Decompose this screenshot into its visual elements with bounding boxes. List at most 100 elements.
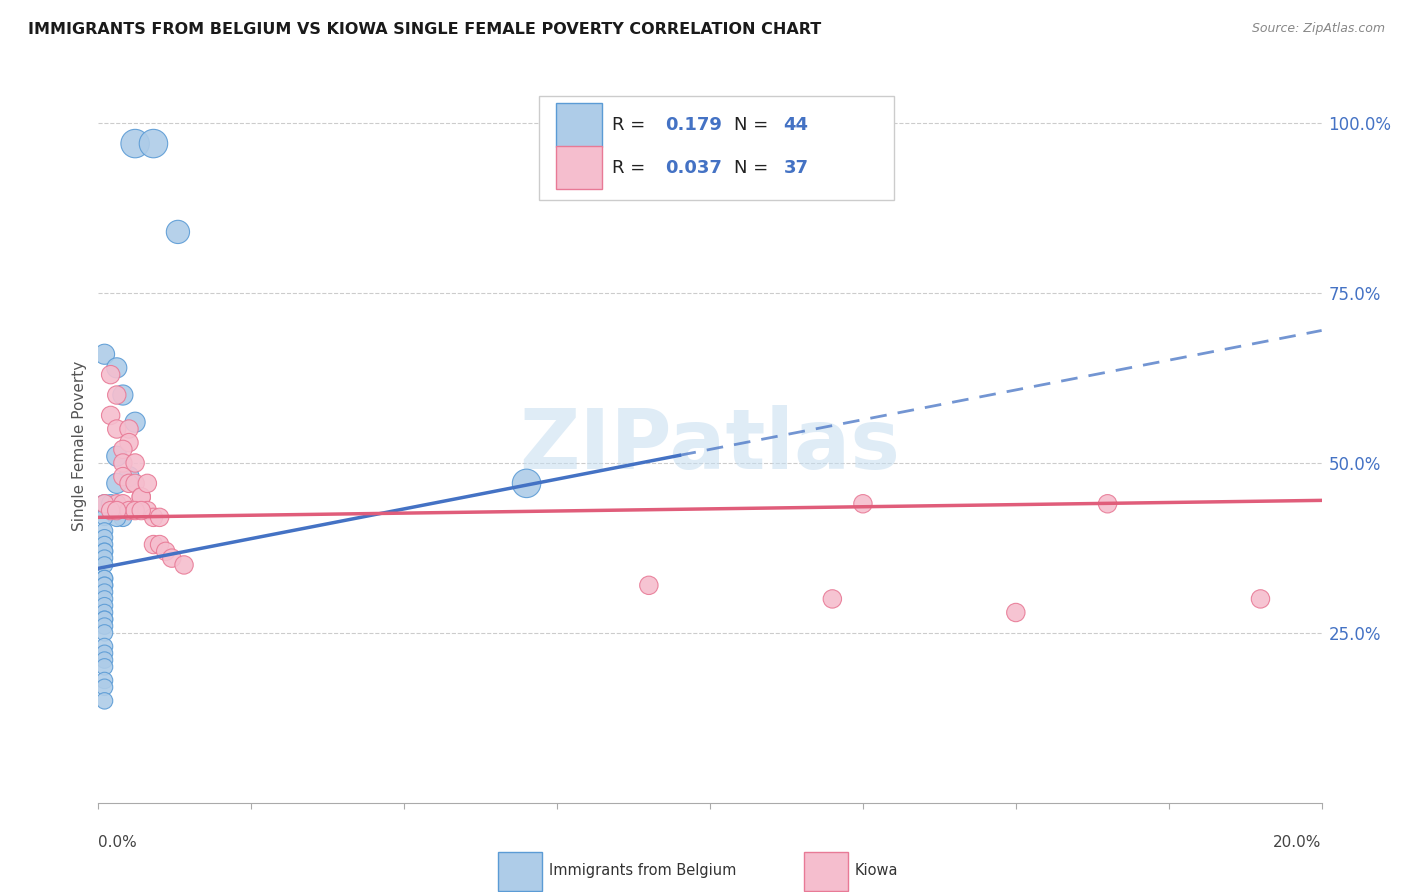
Point	[1004, 606, 1026, 620]
Point	[93, 572, 115, 586]
Point	[1249, 591, 1271, 606]
Point	[111, 442, 134, 457]
Point	[100, 503, 122, 517]
Point	[105, 360, 128, 375]
Point	[160, 551, 183, 566]
Point	[105, 497, 128, 511]
Point	[129, 490, 152, 504]
Point	[100, 503, 122, 517]
Point	[93, 544, 115, 558]
Point	[124, 476, 146, 491]
Point	[111, 469, 134, 483]
Point	[93, 599, 115, 613]
Point	[93, 660, 115, 674]
Text: Immigrants from Belgium: Immigrants from Belgium	[548, 863, 735, 878]
Point	[93, 694, 115, 708]
Point	[105, 510, 128, 524]
Point	[93, 640, 115, 654]
Text: 0.037: 0.037	[665, 159, 721, 177]
Point	[93, 537, 115, 551]
Point	[821, 591, 844, 606]
Point	[118, 469, 141, 483]
Point	[93, 626, 115, 640]
FancyBboxPatch shape	[555, 103, 602, 146]
Point	[93, 653, 115, 667]
Point	[124, 136, 146, 151]
Point	[93, 347, 115, 361]
Point	[516, 476, 538, 491]
Point	[105, 449, 128, 463]
Point	[118, 503, 141, 517]
Text: Kiowa: Kiowa	[855, 863, 898, 878]
Point	[149, 510, 172, 524]
Text: 20.0%: 20.0%	[1274, 835, 1322, 850]
Point	[100, 497, 122, 511]
Point	[100, 368, 122, 382]
FancyBboxPatch shape	[555, 146, 602, 189]
Point	[852, 497, 875, 511]
Point	[93, 544, 115, 558]
Point	[93, 572, 115, 586]
Point	[93, 673, 115, 688]
Point	[93, 619, 115, 633]
Point	[93, 497, 115, 511]
Text: ZIPatlas: ZIPatlas	[520, 406, 900, 486]
Point	[93, 578, 115, 592]
Point	[93, 497, 115, 511]
Point	[93, 591, 115, 606]
Point	[111, 510, 134, 524]
Point	[118, 435, 141, 450]
Point	[167, 225, 190, 239]
Point	[105, 476, 128, 491]
Point	[93, 531, 115, 545]
Text: N =: N =	[734, 116, 775, 134]
Point	[93, 612, 115, 626]
Point	[93, 558, 115, 572]
Point	[173, 558, 195, 572]
Point	[118, 422, 141, 436]
Point	[124, 456, 146, 470]
Point	[129, 503, 152, 517]
Point	[155, 544, 177, 558]
Point	[93, 510, 115, 524]
FancyBboxPatch shape	[498, 852, 543, 890]
Point	[136, 476, 159, 491]
Point	[93, 551, 115, 566]
Point	[105, 503, 128, 517]
Point	[105, 388, 128, 402]
Text: N =: N =	[734, 159, 775, 177]
Point	[105, 422, 128, 436]
Point	[93, 612, 115, 626]
Point	[93, 646, 115, 660]
Text: R =: R =	[612, 116, 651, 134]
Point	[124, 415, 146, 429]
Point	[142, 136, 165, 151]
Point	[142, 537, 165, 551]
FancyBboxPatch shape	[538, 96, 894, 200]
Point	[118, 476, 141, 491]
Text: 0.179: 0.179	[665, 116, 721, 134]
Point	[129, 490, 152, 504]
Point	[93, 606, 115, 620]
Point	[93, 524, 115, 538]
Point	[142, 510, 165, 524]
FancyBboxPatch shape	[804, 852, 848, 890]
Point	[93, 578, 115, 592]
Text: Source: ZipAtlas.com: Source: ZipAtlas.com	[1251, 22, 1385, 36]
Point	[124, 503, 146, 517]
Point	[105, 503, 128, 517]
Point	[637, 578, 661, 592]
Point	[149, 537, 172, 551]
Point	[111, 456, 134, 470]
Point	[93, 680, 115, 694]
Point	[136, 503, 159, 517]
Text: 0.0%: 0.0%	[98, 835, 138, 850]
Point	[111, 388, 134, 402]
Text: IMMIGRANTS FROM BELGIUM VS KIOWA SINGLE FEMALE POVERTY CORRELATION CHART: IMMIGRANTS FROM BELGIUM VS KIOWA SINGLE …	[28, 22, 821, 37]
Y-axis label: Single Female Poverty: Single Female Poverty	[72, 361, 87, 531]
Text: 44: 44	[783, 116, 808, 134]
Point	[1097, 497, 1119, 511]
Point	[111, 497, 134, 511]
Text: 37: 37	[783, 159, 808, 177]
Point	[100, 409, 122, 423]
